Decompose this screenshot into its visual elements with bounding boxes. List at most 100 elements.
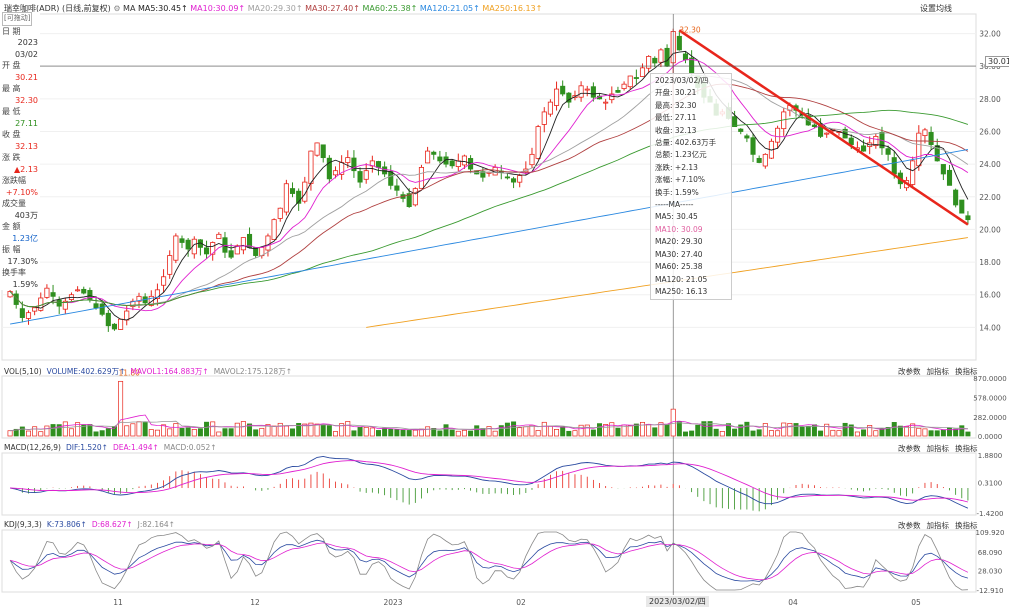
kdj-j-line	[9, 531, 968, 591]
volume-bar	[461, 429, 467, 437]
volume-bar	[431, 428, 437, 437]
volume-bar	[394, 429, 400, 437]
candle-body	[154, 289, 160, 299]
volume-bar	[271, 425, 277, 437]
kdj-panel-buttons[interactable]: 改参数 加指标 换指标	[892, 520, 978, 531]
candle-body	[455, 160, 461, 167]
volume-bar	[793, 423, 799, 437]
candle-body	[179, 238, 185, 243]
quote-value: 32.30	[15, 95, 38, 105]
candle-body	[351, 157, 357, 172]
stock-title: 瑞幸咖啡(ADR)	[4, 4, 60, 13]
candle-body	[271, 219, 277, 240]
volume-bar	[50, 424, 56, 437]
candle-body	[756, 157, 762, 163]
volume-bar	[928, 430, 934, 437]
volume-bar	[818, 430, 824, 437]
tooltip-row: 换手: 1.59%	[655, 187, 699, 197]
legend-item: MACD:0.052↑	[163, 443, 217, 452]
volume-bar	[640, 421, 646, 437]
volume-bar	[468, 430, 474, 437]
candle-body	[818, 123, 824, 137]
candle-body	[682, 53, 689, 61]
volume-bar	[240, 421, 246, 437]
tooltip-row: MA10: 30.09	[655, 224, 703, 234]
panel-button[interactable]: 改参数	[898, 444, 921, 453]
panel-button[interactable]: 加指标	[926, 367, 950, 376]
volume-bar	[707, 421, 713, 437]
ma-legend-item: MA250:16.13↑	[482, 4, 543, 13]
volume-bar	[19, 426, 25, 437]
legend-item: MACD(12,26,9)	[4, 443, 61, 452]
volume-bar	[75, 422, 81, 437]
volume-bar	[517, 427, 523, 437]
volume-bar	[142, 422, 148, 437]
volume-bar	[406, 430, 412, 437]
drag-button[interactable]: [可拖动]	[2, 12, 33, 26]
candle-body	[118, 318, 124, 330]
volume-bar	[148, 429, 154, 437]
volume-bar	[615, 427, 621, 437]
volume-bar	[56, 424, 62, 437]
x-axis-label: 04	[788, 598, 798, 607]
volume-bar	[167, 428, 173, 437]
volume-bar	[947, 427, 953, 437]
candle-body	[99, 303, 105, 315]
volume-bar	[854, 431, 860, 437]
candle-body	[375, 161, 382, 168]
volume-bar	[965, 431, 971, 437]
tooltip-row: 总量: 402.63万手	[655, 138, 717, 148]
volume-bar	[541, 421, 547, 437]
quote-label: 日 期	[2, 26, 21, 36]
quote-label: 最 高	[2, 84, 21, 93]
volume-ma-line	[10, 420, 968, 432]
candle-body	[910, 160, 916, 185]
x-axis-label: 05	[911, 598, 921, 607]
panel-button[interactable]: 改参数	[898, 521, 921, 530]
legend-item: KDJ(9,3,3)	[4, 520, 42, 529]
panel-button[interactable]: 换指标	[955, 521, 978, 530]
panel-button[interactable]: 换指标	[955, 367, 978, 376]
volume-bar	[922, 428, 928, 437]
panel-button[interactable]: 换指标	[955, 444, 978, 453]
candle-body	[461, 155, 467, 166]
ma-legend-item: MA20:29.30↑	[247, 4, 306, 13]
crosshair-tooltip: 2023/03/02/四 开盘: 30.21 最高: 32.30 最低: 27.11 收…	[650, 73, 732, 301]
trend-line	[678, 29, 969, 226]
macd-panel-buttons[interactable]: 改参数 加指标 换指标	[892, 443, 978, 454]
candle-body	[431, 151, 437, 155]
quote-label: 换手率	[2, 268, 26, 277]
candle-body	[547, 101, 553, 115]
quote-label: 涨 跌	[2, 153, 21, 162]
volume-panel-buttons[interactable]: 改参数 加指标 换指标	[892, 366, 978, 377]
tooltip-row: MA120: 21.05	[655, 274, 708, 284]
ma-legend: MA5:30.45↑ MA10:30.09↑ MA20:29.30↑ MA30:…	[138, 4, 542, 13]
volume-bar	[283, 425, 289, 437]
ma-legend-item: MA5:30.45↑	[137, 4, 191, 13]
candle-body	[204, 247, 210, 255]
candle-body	[639, 67, 646, 77]
volume-bar	[646, 423, 652, 437]
candle-body	[517, 175, 523, 183]
candle-body	[302, 181, 308, 202]
volume-bar	[756, 429, 762, 437]
volume-bar	[762, 423, 768, 437]
volume-bar	[492, 430, 498, 437]
candle-body	[7, 291, 13, 298]
tooltip-row: 收盘: 32.13	[655, 125, 697, 135]
panel-button[interactable]: 加指标	[926, 521, 950, 530]
ma-settings-button[interactable]: 设置均线	[920, 4, 952, 13]
gear-icon[interactable]: ⚙	[113, 4, 121, 13]
price-tick-label: 24.00	[979, 160, 1001, 169]
volume-panel-frame	[1, 375, 977, 439]
volume-bar	[578, 424, 584, 437]
volume-bar	[302, 423, 308, 437]
candle-body	[860, 145, 867, 152]
panel-button[interactable]: 改参数	[898, 367, 921, 376]
ma-line-30	[9, 83, 969, 308]
volume-bar	[891, 422, 897, 437]
panel-button[interactable]: 加指标	[926, 444, 950, 453]
candle-body	[136, 295, 142, 302]
candle-body	[13, 293, 19, 305]
